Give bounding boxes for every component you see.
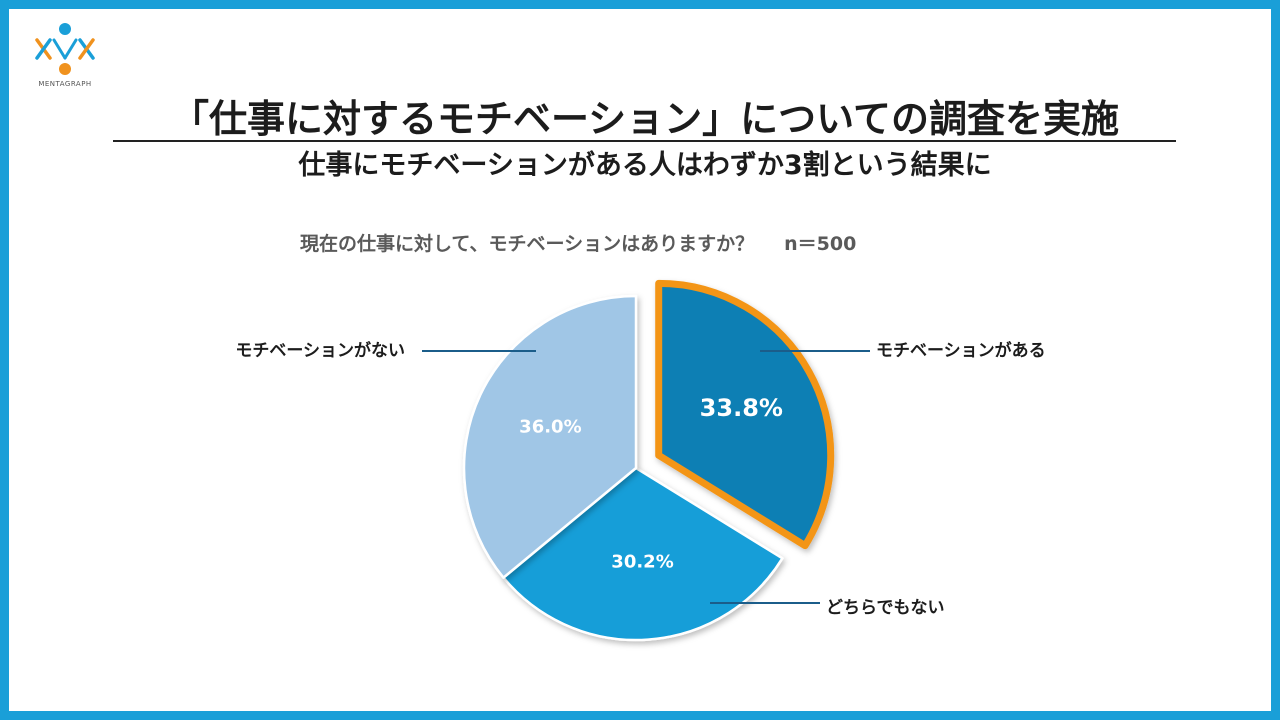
- leader-lines: [422, 350, 870, 604]
- pie-slices: [462, 279, 835, 642]
- slice-value-label-3: 36.0%: [519, 417, 581, 438]
- mentagraph-logo-icon: [35, 23, 95, 75]
- pie-slice-1: [655, 279, 835, 550]
- slice-value-label-2: 30.2%: [611, 551, 673, 572]
- slice-value-label-1: 33.8%: [700, 394, 783, 422]
- slice-category-label-1: モチベーションがある: [876, 340, 1046, 361]
- slice-category-label-2: どちらでもない: [826, 598, 945, 618]
- pie-slice-2: [502, 466, 784, 642]
- logo-wordmark: MENTAGRAPH: [38, 80, 92, 88]
- slice-labels: 33.8% モチベーションがある 30.2% どちらでもない 36.0% モチベーションが…: [235, 340, 1045, 618]
- chart-title: 現在の仕事に対して、モチベーションはありますか？: [300, 233, 755, 255]
- pie-slice-3: [462, 294, 638, 579]
- page-title: 「仕事に対するモチベーション」についての調査を実施: [170, 97, 1120, 141]
- slice-category-label-3: モチベーションがない: [235, 340, 405, 361]
- page-subtitle: 仕事にモチベーションがある人はわずか3割という結果に: [298, 150, 992, 181]
- sample-size: n＝500: [784, 233, 857, 255]
- chart-question: 現在の仕事に対して、モチベーションはありますか？ n＝500: [300, 230, 1000, 258]
- title-underline: [113, 140, 1176, 142]
